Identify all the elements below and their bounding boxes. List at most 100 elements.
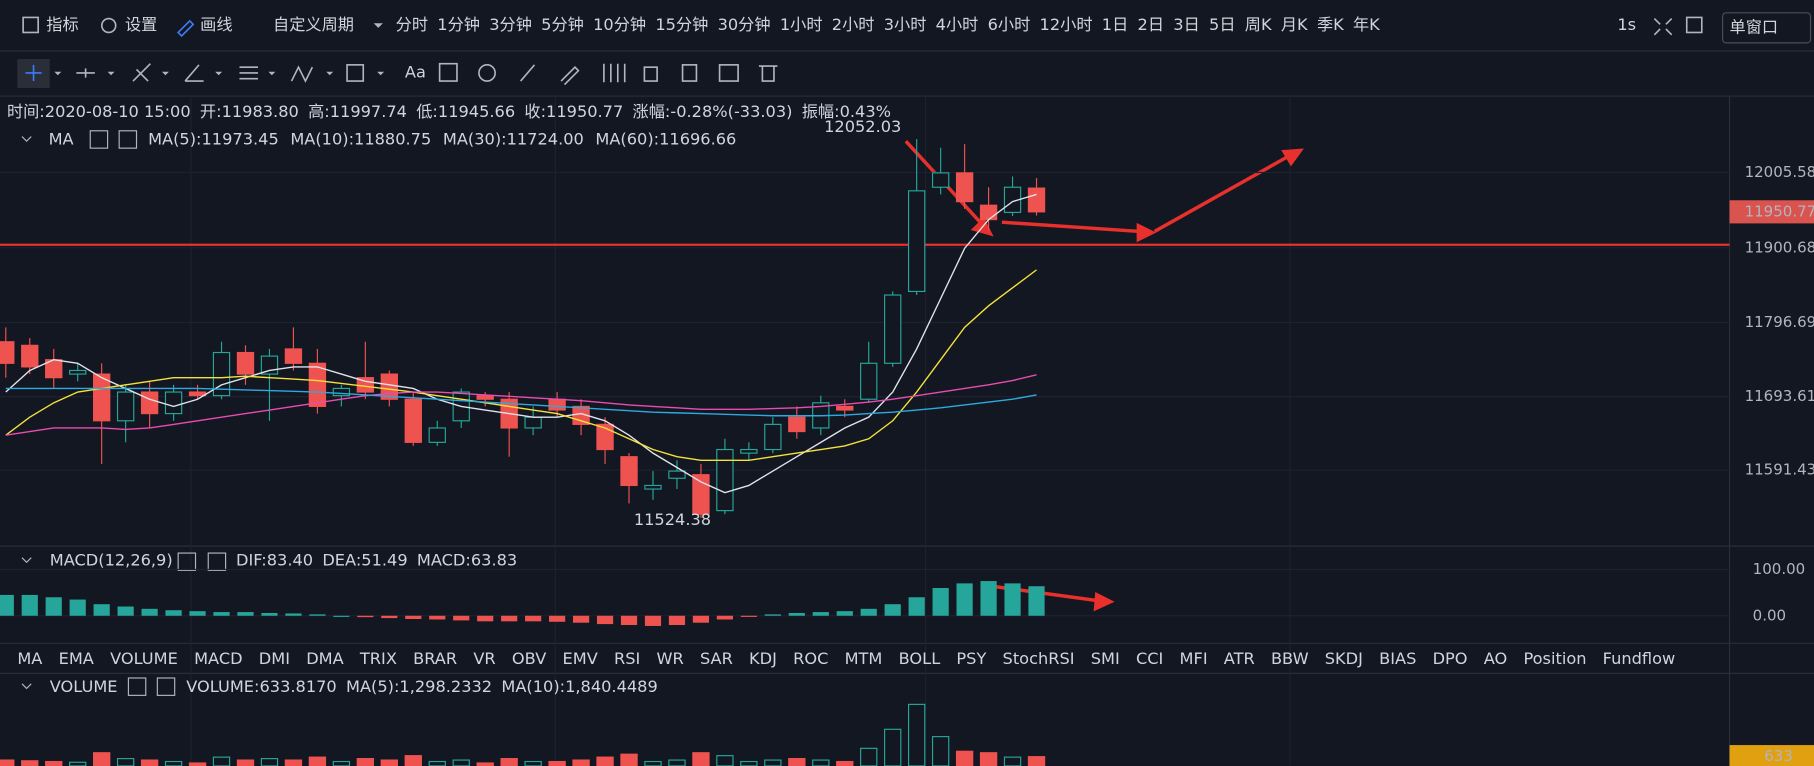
volume-bar [45,760,63,766]
macd-bar [884,604,901,616]
pane-controls[interactable] [21,130,227,696]
period-button[interactable]: 年K [1353,15,1380,34]
toolbar-button[interactable]: 画线 [200,15,232,34]
macd-bar [692,615,710,623]
candle-body [476,395,494,400]
macd-bar [836,611,853,616]
indicator-tab[interactable]: WR [656,649,683,668]
period-menu[interactable]: 自定义周期 [273,15,354,34]
candle-body [308,362,327,407]
period-button[interactable]: 2小时 [832,15,875,34]
candle-body [69,369,87,375]
indicator-tab[interactable]: SMI [1091,649,1120,668]
period-button[interactable]: 周K [1245,15,1272,34]
indicator-tab[interactable]: ROC [793,649,828,668]
candle-body [884,294,902,364]
indicator-tab[interactable]: OBV [512,649,546,668]
indicator-tab[interactable]: KDJ [749,649,777,668]
indicator-tab[interactable]: TRIX [359,649,397,668]
period-button[interactable]: 4小时 [936,15,979,34]
indicator-tab[interactable]: EMA [59,649,94,668]
indicator-tab[interactable]: MFI [1180,649,1208,668]
period-button[interactable]: 3小时 [884,15,927,34]
window-menu[interactable]: 单窗口 [1730,17,1779,36]
period-button[interactable]: 1日 [1102,15,1129,34]
text-tool[interactable]: Aa [405,62,426,81]
period-button[interactable]: 1分钟 [437,15,480,34]
indicator-tab[interactable]: DPO [1433,649,1468,668]
toolbar-button[interactable]: 指标 [46,15,78,34]
indicator-tab[interactable]: VR [473,649,495,668]
candle-body [260,355,279,375]
toolbar-button[interactable]: 设置 [125,15,157,34]
last-price-label: 11950.77 [1745,202,1814,220]
period-button[interactable]: 15分钟 [655,15,708,34]
indicator-tab[interactable]: DMI [259,649,290,668]
indicator-tab[interactable]: DMA [306,649,344,668]
volume-legend: VOLUME:633.8170 [186,677,336,696]
high-annotation: 12052.03 [824,117,901,136]
indicator-tab[interactable]: Fundflow [1603,649,1676,668]
volume-bar [955,750,974,766]
period-button[interactable]: 10分钟 [593,15,646,34]
period-button[interactable]: 6小时 [988,15,1031,34]
info-label: 低: [416,102,438,121]
candle-body [284,348,303,364]
indicator-tab[interactable]: StochRSI [1003,649,1075,668]
indicator-tab[interactable]: BRAR [413,649,457,668]
period-button[interactable]: 5分钟 [541,15,584,34]
indicator-tab[interactable]: MTM [845,649,883,668]
period-button[interactable]: 季K [1317,15,1344,34]
indicator-tab[interactable]: SKDJ [1325,649,1363,668]
ma-legend: MA(60):11696.66 [595,130,736,149]
period-button[interactable]: 月K [1281,15,1308,34]
period-button[interactable]: 30分钟 [718,15,771,34]
macd-bar [788,612,805,616]
indicator-tab[interactable]: BOLL [899,649,941,668]
candle-body [332,387,351,397]
indicator-tab[interactable]: MA [17,649,42,668]
period-button[interactable]: 1小时 [780,15,823,34]
ma-line [5,374,1037,436]
candle-body [140,391,159,415]
period-button[interactable]: 5日 [1209,15,1236,34]
indicator-tab[interactable]: MACD [194,649,243,668]
volume-bar [356,758,375,766]
indicator-tab[interactable]: ATR [1224,649,1255,668]
indicator-tab[interactable]: PSY [956,649,986,668]
volume-bar [884,728,902,766]
period-button[interactable]: 3分钟 [489,15,532,34]
interval[interactable]: 1s [1617,15,1636,34]
indicator-tab[interactable]: BBW [1271,649,1309,668]
indicator-tab[interactable]: VOLUME [110,649,178,668]
indicator-tab[interactable]: RSI [614,649,640,668]
macd-bar [644,615,662,626]
indicator-tab[interactable]: CCI [1136,649,1163,668]
macd-bar [93,604,110,616]
indicator-tab[interactable]: SAR [700,649,733,668]
last-price-tag [1729,200,1814,224]
indicator-tab[interactable]: AO [1484,649,1508,668]
indicator-tab[interactable]: EMV [563,649,598,668]
volume-bar [740,760,758,766]
macd-bar [381,615,398,619]
period-button[interactable]: 12小时 [1040,15,1093,34]
indicator-tab[interactable]: BIAS [1379,649,1416,668]
candle-body [716,448,734,512]
volume-bar [548,760,566,766]
info-label: 时间: [7,102,45,121]
macd-legend: MACD:63.83 [417,551,517,570]
volume-bar [380,759,398,766]
period-button[interactable]: 分时 [396,15,428,34]
macd-bar [117,606,134,616]
volume-bar [236,759,255,766]
period-button[interactable]: 3日 [1173,15,1200,34]
macd-title: MACD(12,26,9) [50,551,173,570]
volume-bar [907,703,926,766]
period-button[interactable]: 2日 [1138,15,1165,34]
ma-legend: MA(30):11724.00 [443,130,584,149]
indicator-tab[interactable]: Position [1523,649,1586,668]
window-menu-box[interactable] [1722,12,1812,44]
toolbar-icons[interactable] [17,16,1703,88]
volume-bar [164,760,183,766]
